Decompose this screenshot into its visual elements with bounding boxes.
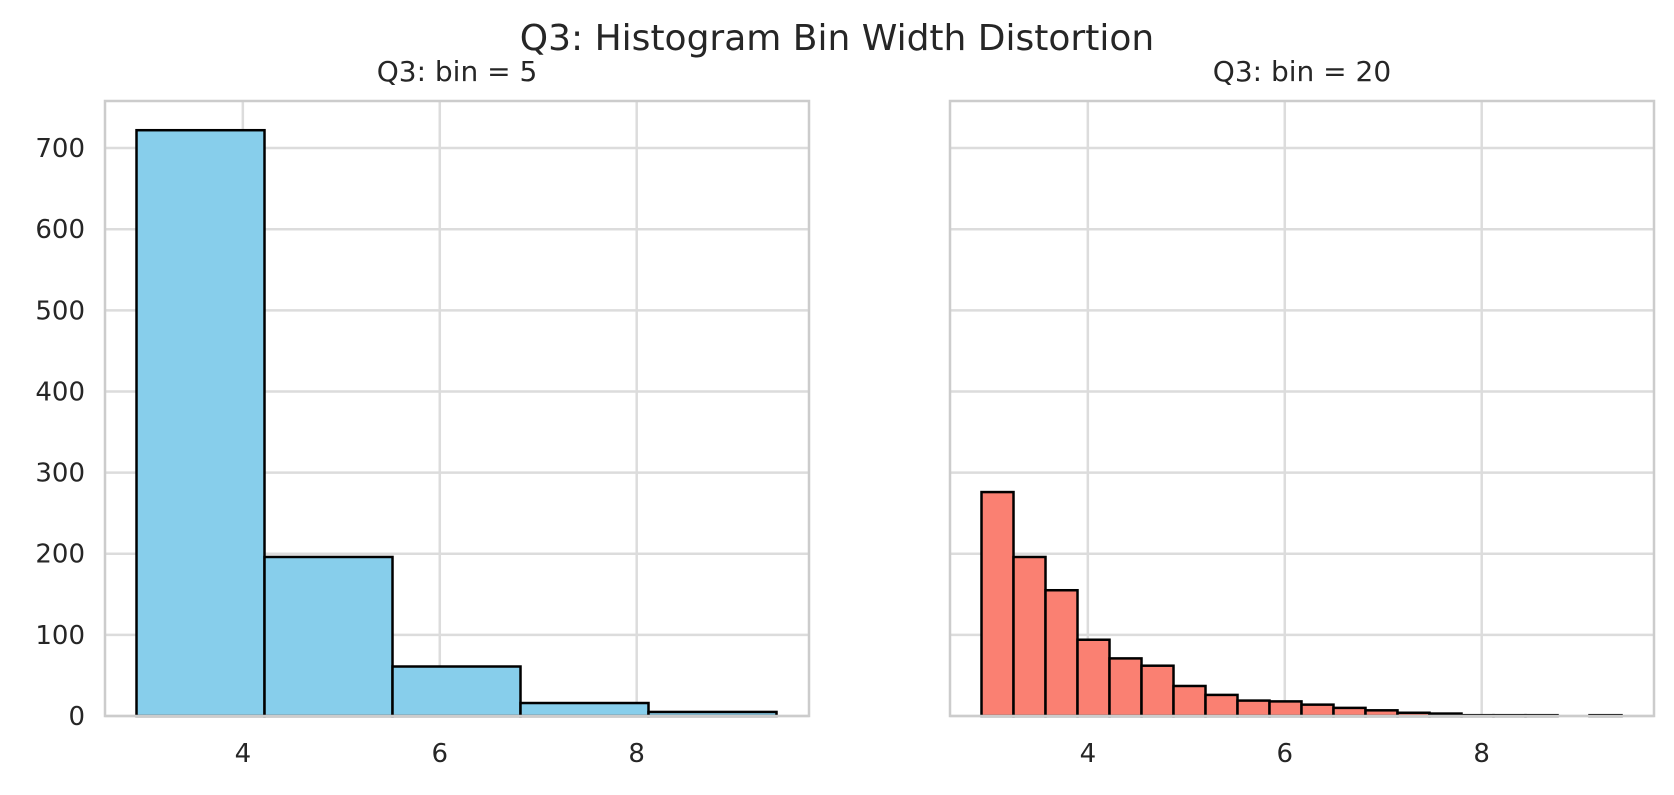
histogram-bar-9 (1236, 699, 1271, 718)
y-tick-label: 600 (35, 215, 85, 245)
histogram-bar-2 (1012, 555, 1047, 718)
axes-frame (103, 99, 811, 718)
histogram-bar-7 (1172, 684, 1207, 718)
subplot-2: Q3: bin = 20 4 6 8 (948, 55, 1656, 769)
subplot-title: Q3: bin = 5 (377, 55, 538, 88)
y-tick-label: 200 (35, 540, 85, 570)
subplot-title: Q3: bin = 20 (1213, 55, 1391, 88)
axes-frame (948, 99, 1656, 718)
panels: Q3: bin = 54 6 80100200300400500600700Q3: … (35, 55, 1656, 769)
histogram-bar-4 (1076, 638, 1111, 718)
histogram-bar-5 (1108, 657, 1143, 718)
histogram-bar-6 (1140, 664, 1175, 718)
histogram-bar-3 (1044, 588, 1079, 718)
histogram-bar-8 (1204, 693, 1239, 718)
y-tick-label: 100 (35, 621, 85, 651)
x-tick-label: 4 (1080, 739, 1097, 769)
histogram-bar-10 (1268, 700, 1303, 718)
y-tick-label: 500 (35, 296, 85, 326)
y-tick-label: 0 (68, 702, 85, 732)
y-tick-label: 400 (35, 377, 85, 407)
x-tick-label: 4 (235, 739, 252, 769)
histogram-bar-4 (519, 701, 650, 718)
x-tick-label: 6 (431, 739, 448, 769)
x-tick-label: 8 (628, 739, 645, 769)
histogram-bar-3 (391, 665, 522, 718)
figure-title: Q3: Histogram Bin Width Distortion (520, 18, 1154, 59)
subplot-1: Q3: bin = 5 4 6 8 0 100 200 300 400 500 600 700 (35, 55, 811, 769)
x-tick-label: 8 (1473, 739, 1490, 769)
histogram-bar-1 (135, 128, 266, 718)
y-tick-label: 300 (35, 459, 85, 489)
histogram-bar-2 (263, 555, 394, 718)
histogram-bar-1 (980, 490, 1015, 718)
x-tick-label: 6 (1276, 739, 1293, 769)
y-tick-label: 700 (35, 134, 85, 164)
histogram-bar-11 (1300, 703, 1335, 718)
